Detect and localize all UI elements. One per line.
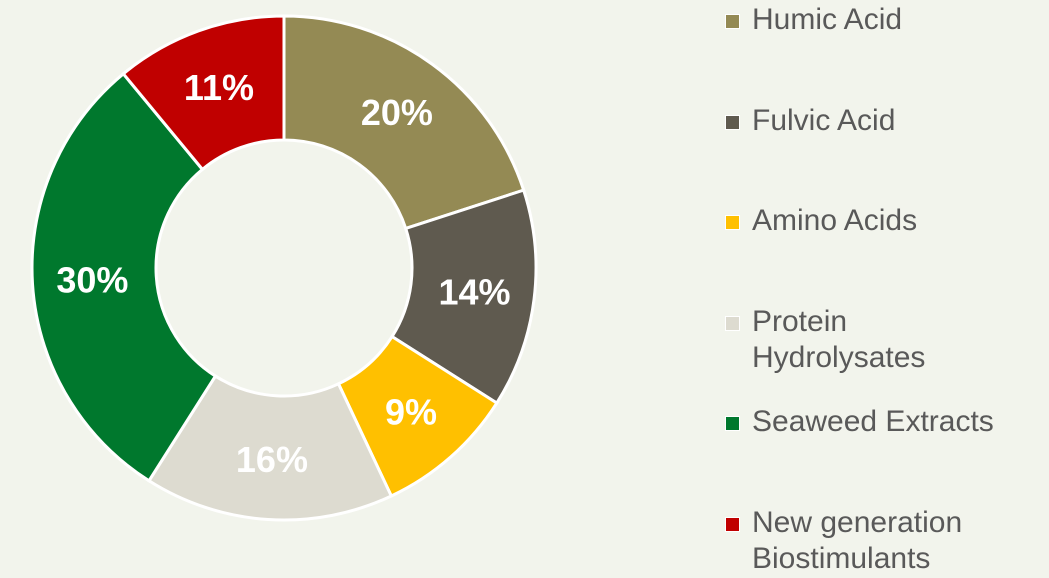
slice-label: 30% <box>56 260 128 301</box>
legend-swatch <box>725 416 740 431</box>
legend-label: Protein Hydrolysates <box>752 304 926 374</box>
slice <box>282 14 526 231</box>
legend-swatch <box>725 114 740 130</box>
legend-label: New generation Biostimulants <box>752 505 963 575</box>
legend-swatch <box>725 516 740 532</box>
legend-label: Seaweed Extracts <box>752 405 994 438</box>
legend-item: Seaweed Extracts <box>725 404 1045 440</box>
slice-label: 14% <box>438 272 510 313</box>
legend-item: Fulvic Acid <box>725 103 1045 139</box>
legend-swatch <box>725 14 740 29</box>
legend-item: Protein Hydrolysates <box>725 304 1045 376</box>
slice-label: 11% <box>184 67 254 108</box>
legend-item: Humic Acid <box>725 2 1045 38</box>
legend-swatch <box>725 215 740 230</box>
legend-item: New generation Biostimulants <box>725 505 1045 577</box>
legend-item: Amino Acids <box>725 203 1045 239</box>
donut: 20% 14% 9% 16% 30% 11% <box>30 14 538 522</box>
slice-label: 9% <box>385 392 437 433</box>
slice-label: 20% <box>361 92 433 133</box>
legend-swatch <box>725 315 740 331</box>
slice-label: 16% <box>236 439 308 480</box>
slice <box>30 71 218 483</box>
slice <box>146 374 394 522</box>
legend-label: Humic Acid <box>752 3 903 36</box>
slice <box>121 14 286 172</box>
legend-label: Amino Acids <box>752 204 918 237</box>
slice <box>390 188 538 406</box>
legend-label: Fulvic Acid <box>752 103 896 137</box>
